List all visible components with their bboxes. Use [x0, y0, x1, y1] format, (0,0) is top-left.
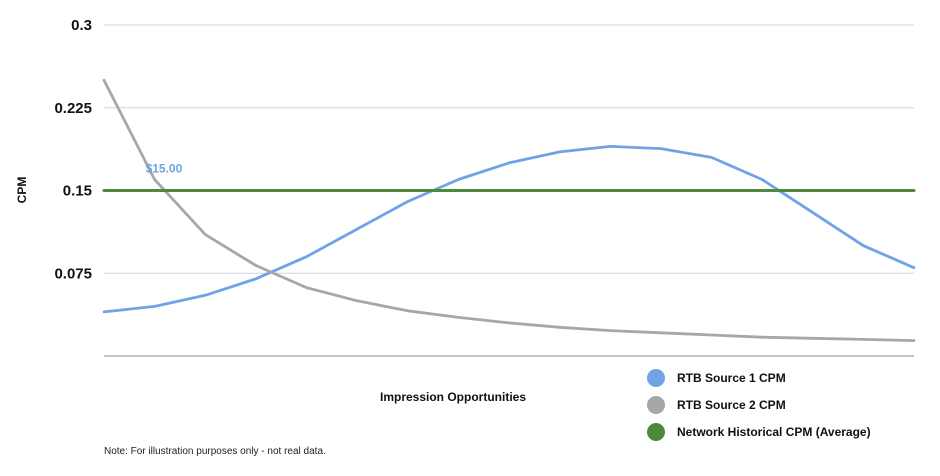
legend: RTB Source 1 CPM RTB Source 2 CPM Network …	[647, 369, 871, 441]
legend-swatch	[647, 369, 665, 387]
chart-annotations: $15.00	[146, 161, 183, 175]
series-line-1	[102, 145, 916, 314]
y-tick-label: 0.225	[54, 100, 92, 117]
data-annotation: $15.00	[146, 161, 183, 175]
y-tick-label: 0.075	[54, 265, 92, 282]
legend-label: RTB Source 1 CPM	[677, 371, 786, 385]
series-line-2	[102, 78, 916, 342]
legend-swatch	[647, 396, 665, 414]
footnote: Note: For illustration purposes only - n…	[104, 446, 326, 457]
legend-label: RTB Source 2 CPM	[677, 398, 786, 412]
y-tick-label: 0.15	[63, 183, 92, 200]
legend-label: Network Historical CPM (Average)	[677, 425, 871, 439]
y-axis-label: CPM	[15, 177, 29, 204]
y-tick-labels: 0.075 0.15 0.225 0.3	[54, 17, 92, 282]
series-lines	[102, 78, 916, 342]
y-tick-label: 0.3	[71, 17, 92, 34]
legend-swatch	[647, 423, 665, 441]
x-axis-label: Impression Opportunities	[380, 390, 526, 404]
